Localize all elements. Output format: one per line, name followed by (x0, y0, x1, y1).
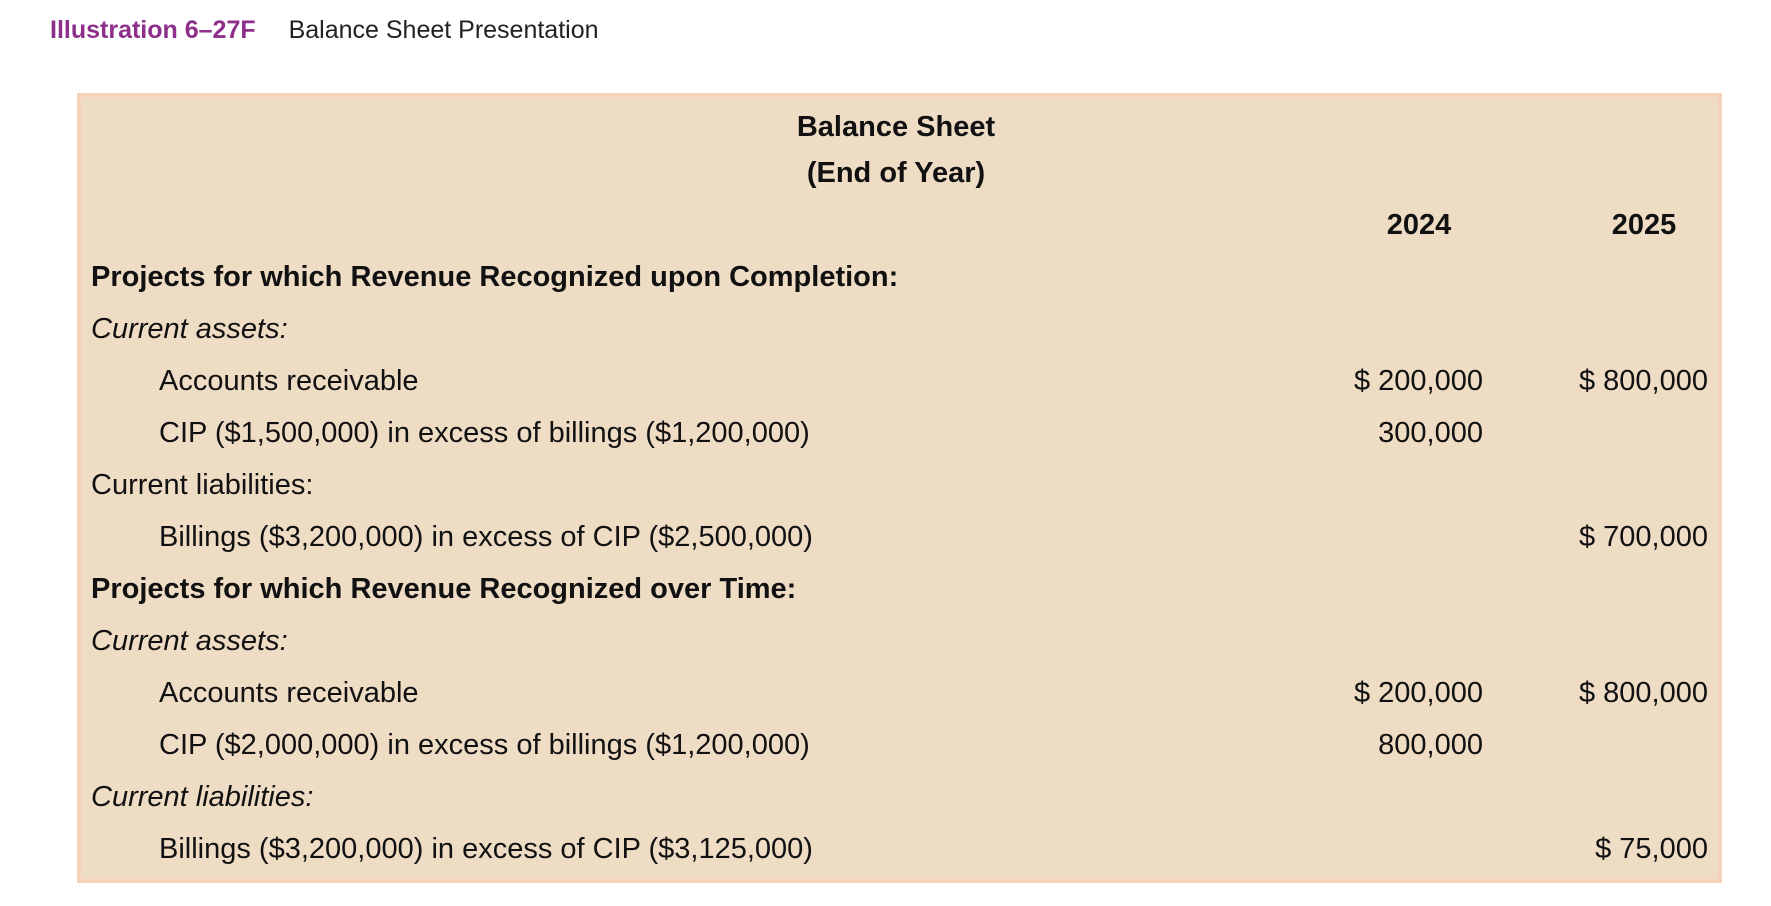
row-label: Billings ($3,200,000) in excess of CIP (… (159, 833, 813, 865)
row-label: Current liabilities: (91, 781, 314, 813)
row-label: Current assets: (91, 313, 288, 345)
value-2025: $ 700,000 (1578, 521, 1708, 553)
value-2024: $ 200,000 (1353, 365, 1483, 397)
year-2024-header: 2024 (1386, 209, 1452, 241)
year-header-row: 2024 2025 (81, 205, 1718, 245)
subheading-current-assets: Current assets: (81, 621, 1718, 661)
row-label: Billings ($3,200,000) in excess of CIP (… (159, 521, 813, 553)
table-row: CIP ($1,500,000) in excess of billings (… (81, 413, 1718, 453)
statement-title-row: Balance Sheet (81, 107, 1718, 147)
illustration-title: Balance Sheet Presentation (288, 16, 599, 44)
value-2025: $ 75,000 (1595, 833, 1708, 865)
table-row: Billings ($3,200,000) in excess of CIP (… (81, 829, 1718, 869)
row-label: Projects for which Revenue Recognized ov… (91, 573, 797, 605)
row-label: CIP ($1,500,000) in excess of billings (… (159, 417, 810, 449)
table-row: CIP ($2,000,000) in excess of billings (… (81, 725, 1718, 765)
section-heading-completion: Projects for which Revenue Recognized up… (81, 257, 1718, 297)
subheading-current-liabilities: Current liabilities: (81, 777, 1718, 817)
value-2024: $ 200,000 (1353, 677, 1483, 709)
row-label: CIP ($2,000,000) in excess of billings (… (159, 729, 810, 761)
row-label: Accounts receivable (159, 365, 419, 397)
statement-subtitle-row: (End of Year) (81, 153, 1718, 193)
table-row: Billings ($3,200,000) in excess of CIP (… (81, 517, 1718, 557)
table-row: Accounts receivable $ 200,000 $ 800,000 (81, 361, 1718, 401)
balance-sheet-panel: Balance Sheet (End of Year) 2024 2025 Pr… (77, 93, 1722, 883)
row-label: Current liabilities: (91, 469, 314, 501)
value-2025: $ 800,000 (1578, 677, 1708, 709)
subheading-current-liabilities: Current liabilities: (81, 465, 1718, 505)
row-label: Accounts receivable (159, 677, 419, 709)
value-2024: 800,000 (1378, 729, 1483, 761)
table-row: Accounts receivable $ 200,000 $ 800,000 (81, 673, 1718, 713)
illustration-number: Illustration 6–27F (50, 16, 256, 44)
section-heading-over-time: Projects for which Revenue Recognized ov… (81, 569, 1718, 609)
row-label: Current assets: (91, 625, 288, 657)
value-2024: 300,000 (1378, 417, 1483, 449)
row-label: Projects for which Revenue Recognized up… (91, 261, 899, 293)
subheading-current-assets: Current assets: (81, 309, 1718, 349)
statement-title: Balance Sheet (796, 111, 996, 143)
year-2025-header: 2025 (1611, 209, 1677, 241)
illustration-header: Illustration 6–27F Balance Sheet Present… (50, 14, 599, 46)
statement-subtitle: (End of Year) (806, 157, 986, 189)
value-2025: $ 800,000 (1578, 365, 1708, 397)
